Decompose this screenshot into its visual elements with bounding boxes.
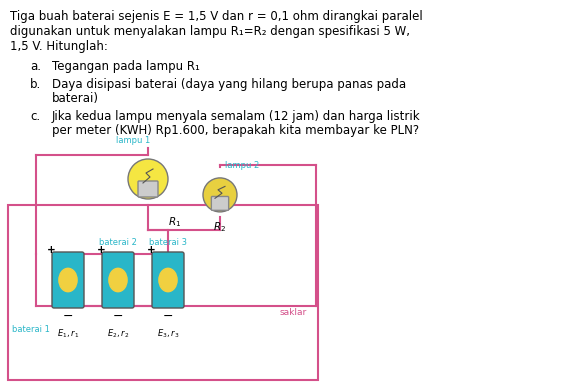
- Bar: [8, 205, 318, 380]
- Text: baterai): baterai): [52, 92, 99, 105]
- Text: $R_1$: $R_1$: [168, 215, 181, 229]
- Text: $E_2,r_2$: $E_2,r_2$: [107, 328, 129, 340]
- Text: per meter (KWH) Rp1.600, berapakah kita membayar ke PLN?: per meter (KWH) Rp1.600, berapakah kita …: [52, 124, 419, 137]
- FancyBboxPatch shape: [102, 252, 134, 308]
- FancyBboxPatch shape: [212, 196, 229, 210]
- Text: Daya disipasi baterai (daya yang hilang berupa panas pada: Daya disipasi baterai (daya yang hilang …: [52, 78, 406, 91]
- Text: Tiga buah baterai sejenis E = 1,5 V dan r = 0,1 ohm dirangkai paralel: Tiga buah baterai sejenis E = 1,5 V dan …: [10, 10, 423, 23]
- Text: lampu 1: lampu 1: [116, 136, 150, 145]
- Text: digunakan untuk menyalakan lampu R₁=R₂ dengan spesifikasi 5 W,: digunakan untuk menyalakan lampu R₁=R₂ d…: [10, 25, 410, 38]
- Text: +: +: [147, 245, 156, 255]
- Text: $R_2$: $R_2$: [213, 220, 227, 234]
- Text: +: +: [47, 245, 55, 255]
- Text: baterai 1: baterai 1: [12, 325, 50, 334]
- Text: −: −: [113, 310, 123, 323]
- Text: −: −: [163, 310, 173, 323]
- Text: a.: a.: [30, 60, 41, 73]
- Text: $E_3,r_3$: $E_3,r_3$: [157, 328, 179, 340]
- Text: 1,5 V. Hitunglah:: 1,5 V. Hitunglah:: [10, 40, 108, 53]
- Text: baterai 3: baterai 3: [149, 238, 187, 247]
- Text: Jika kedua lampu menyala semalam (12 jam) dan harga listrik: Jika kedua lampu menyala semalam (12 jam…: [52, 110, 420, 123]
- Text: −: −: [63, 310, 73, 323]
- Ellipse shape: [59, 268, 77, 292]
- FancyBboxPatch shape: [138, 181, 158, 197]
- FancyBboxPatch shape: [152, 252, 184, 308]
- Text: +: +: [97, 245, 106, 255]
- Text: lampu 2: lampu 2: [225, 161, 259, 170]
- Text: saklar: saklar: [280, 308, 307, 317]
- Ellipse shape: [109, 268, 127, 292]
- Text: b.: b.: [30, 78, 41, 91]
- FancyBboxPatch shape: [52, 252, 84, 308]
- Circle shape: [203, 178, 237, 212]
- Ellipse shape: [159, 268, 177, 292]
- Circle shape: [128, 159, 168, 199]
- Text: c.: c.: [30, 110, 40, 123]
- Text: Tegangan pada lampu R₁: Tegangan pada lampu R₁: [52, 60, 200, 73]
- Text: baterai 2: baterai 2: [99, 238, 137, 247]
- Text: $E_1,r_1$: $E_1,r_1$: [57, 328, 79, 340]
